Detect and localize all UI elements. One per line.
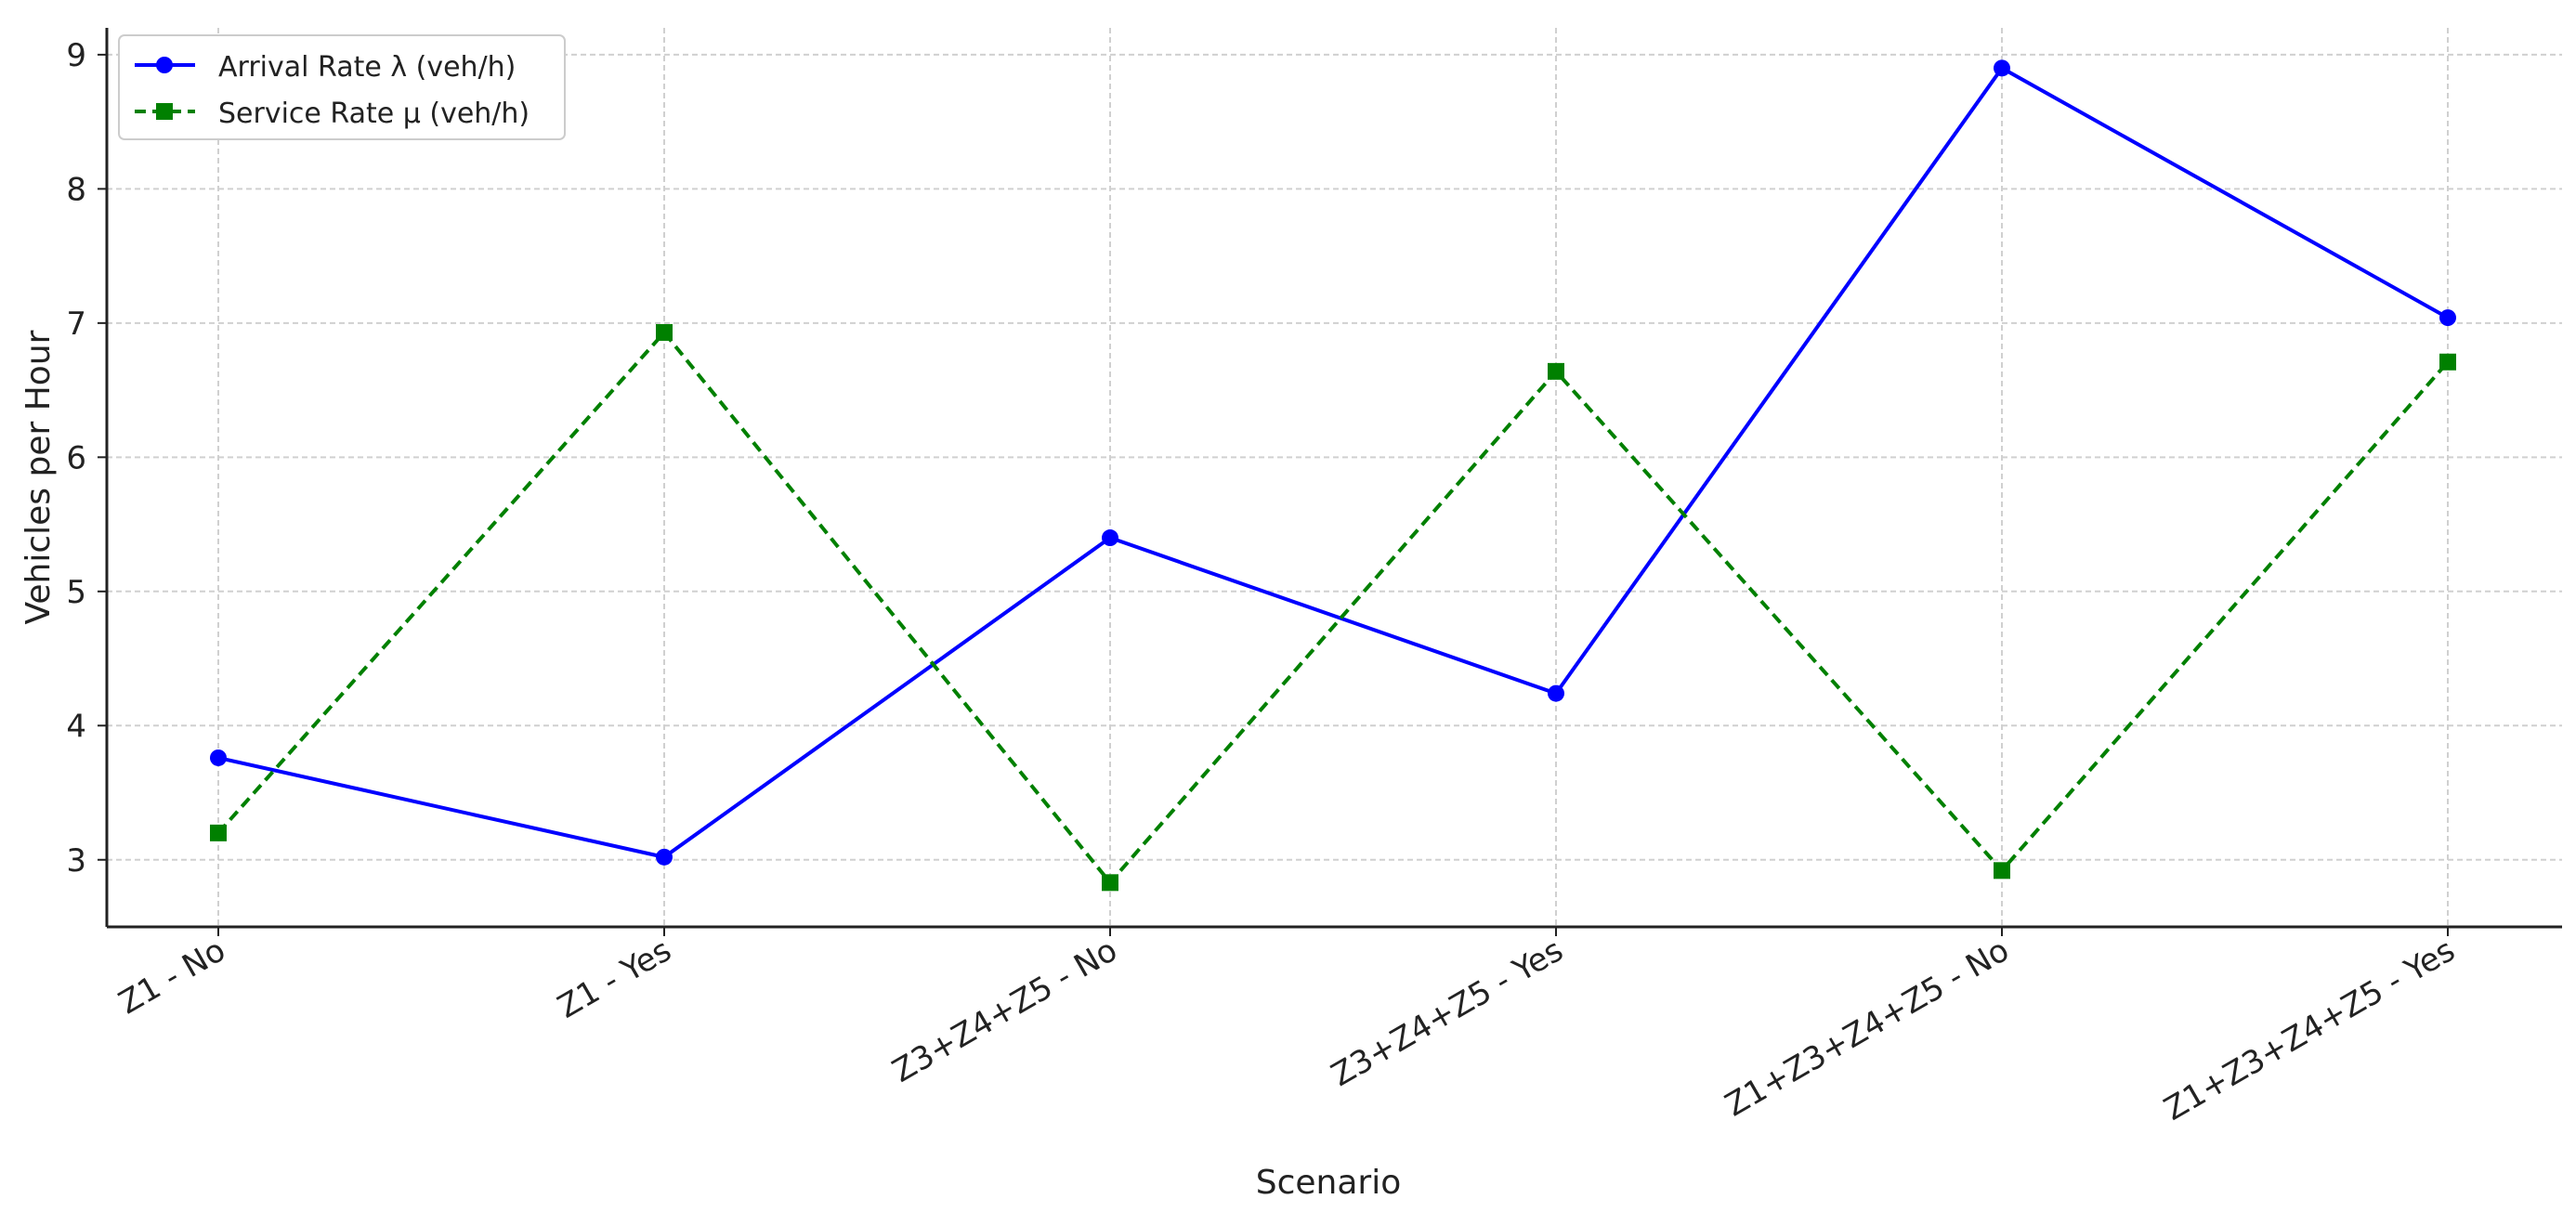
y-tick-label: 7 [66,306,86,343]
x-ticks: Z1 - No Z1 - Yes Z3+Z4+Z5 - No Z3+Z4+Z5 - Y… [112,927,2462,1128]
data-point-circle [1102,529,1118,547]
y-tick-label: 4 [66,708,86,745]
data-point-square [1548,362,1564,380]
series-line-0 [217,66,2449,859]
x-tick-label: Z1+Z3+Z4+Z5 - Yes [2158,932,2462,1128]
x-tick-label: Z3+Z4+Z5 - Yes [1326,932,1570,1094]
axes [105,28,2562,929]
data-point-circle [1548,684,1564,702]
legend-marker-arrival [156,57,173,73]
data-point-circle [1994,59,2010,77]
legend: Arrival Rate λ (veh/h) Service Rate μ (v… [118,34,566,140]
data-point-square [656,323,673,341]
x-axis-label: Scenario [1256,1164,1402,1202]
legend-label-service: Service Rate μ (veh/h) [218,98,530,130]
y-ticks: 3 4 5 6 7 8 9 [66,37,107,880]
data-point-circle [656,848,673,866]
data-point-square [2439,353,2456,371]
data-point-circle [210,749,227,766]
legend-label-arrival: Arrival Rate λ (veh/h) [218,51,516,84]
data-point-square [210,824,227,841]
data-point-square [1994,862,2010,880]
grid [107,28,2562,927]
legend-box [118,34,566,140]
x-tick-label: Z3+Z4+Z5 - No [886,932,1123,1090]
y-tick-label: 6 [66,439,86,476]
y-tick-label: 5 [66,574,86,611]
x-tick-label: Z1+Z3+Z4+Z5 - No [1719,932,2015,1124]
y-tick-label: 9 [66,37,86,74]
x-tick-label: Z1 - No [112,932,231,1022]
y-axis-label: Vehicles per Hour [20,330,58,624]
legend-marker-service [156,103,173,120]
data-point-circle [2439,309,2456,327]
data-point-square [1102,874,1118,892]
x-tick-label: Z1 - Yes [552,932,678,1025]
series-line-1 [216,330,2450,885]
y-tick-label: 8 [66,171,86,208]
series [210,59,2456,892]
y-tick-label: 3 [66,842,86,880]
